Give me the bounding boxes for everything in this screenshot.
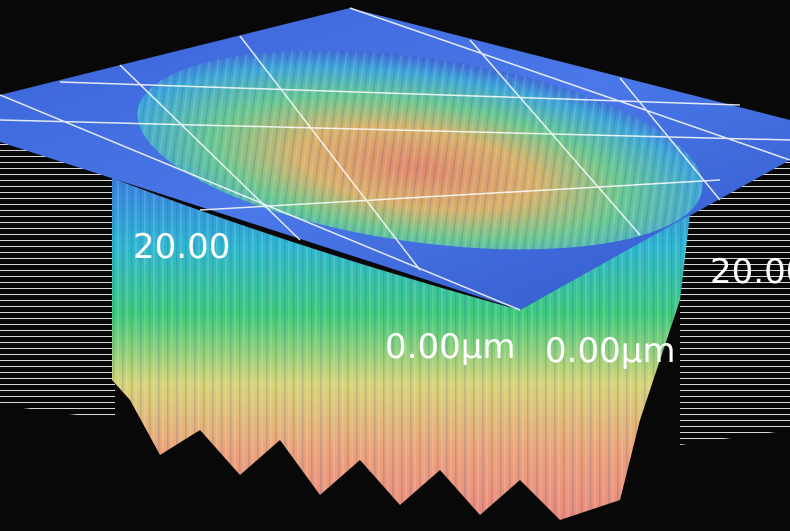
left-wall bbox=[0, 140, 115, 420]
axis-label: 0.00µm bbox=[545, 331, 675, 371]
page: 20.00 20.00 0.00µm 0.00µm (() => { const… bbox=[0, 0, 790, 531]
axis-label: 0.00µm bbox=[385, 327, 515, 367]
surface-view: 20.00 20.00 0.00µm 0.00µm bbox=[0, 0, 790, 531]
axis-label: 20.00 bbox=[133, 227, 230, 267]
axis-label: 20.00 bbox=[710, 252, 790, 292]
